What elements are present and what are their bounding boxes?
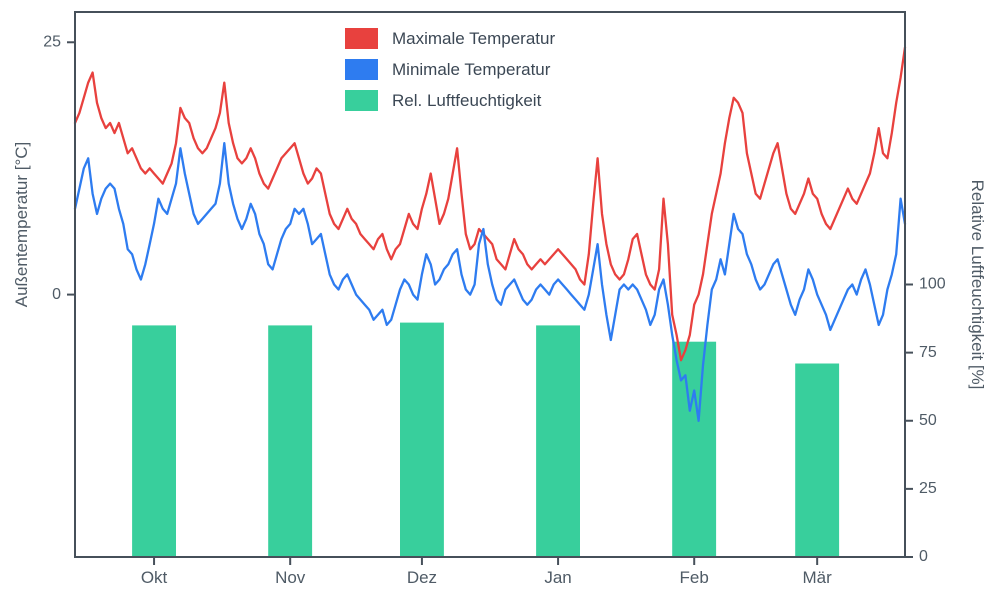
right-tick-label: 100 <box>919 276 946 293</box>
min-temp-line <box>73 142 907 422</box>
legend: Maximale Temperatur Minimale Temperatur Re… <box>345 28 555 111</box>
right-tick-label: 0 <box>919 548 928 565</box>
left-axis: 25 0 <box>43 33 75 303</box>
x-tick-label-Okt: Okt <box>141 568 168 587</box>
x-tick-label-Nov: Nov <box>275 568 306 587</box>
max-temp-line <box>73 46 907 362</box>
right-tick-label: 50 <box>919 412 937 429</box>
legend-swatch-max-temp <box>345 28 378 49</box>
x-tick-label-Mär: Mär <box>803 568 833 587</box>
left-tick-label: 25 <box>43 33 61 50</box>
legend-label-min-temp: Minimale Temperatur <box>392 60 551 79</box>
right-tick-label: 25 <box>919 480 937 497</box>
humidity-bar-Mär <box>795 363 840 557</box>
legend-swatch-humidity <box>345 90 378 111</box>
legend-swatch-min-temp <box>345 59 378 80</box>
y-axis-label-right: Relative Luftfeuchtigkeit [%] <box>968 180 987 390</box>
humidity-bar-Okt <box>132 325 176 557</box>
y-axis-label-left: Außentemperatur [°C] <box>12 142 31 308</box>
legend-label-humidity: Rel. Luftfeuchtigkeit <box>392 91 542 110</box>
right-axis: 0 25 50 75 100 <box>905 276 946 565</box>
x-tick-label-Feb: Feb <box>680 568 709 587</box>
x-tick-label-Dez: Dez <box>407 568 437 587</box>
legend-label-max-temp: Maximale Temperatur <box>392 29 555 48</box>
left-tick-label: 0 <box>52 286 61 303</box>
x-axis: Okt Nov Dez Jan Feb Mär <box>141 557 832 587</box>
humidity-bar-Dez <box>400 322 444 557</box>
x-tick-label-Jan: Jan <box>544 568 571 587</box>
humidity-bars <box>132 322 840 557</box>
right-tick-label: 75 <box>919 344 937 361</box>
humidity-bar-Nov <box>268 325 313 557</box>
humidity-bar-Jan <box>536 325 580 557</box>
